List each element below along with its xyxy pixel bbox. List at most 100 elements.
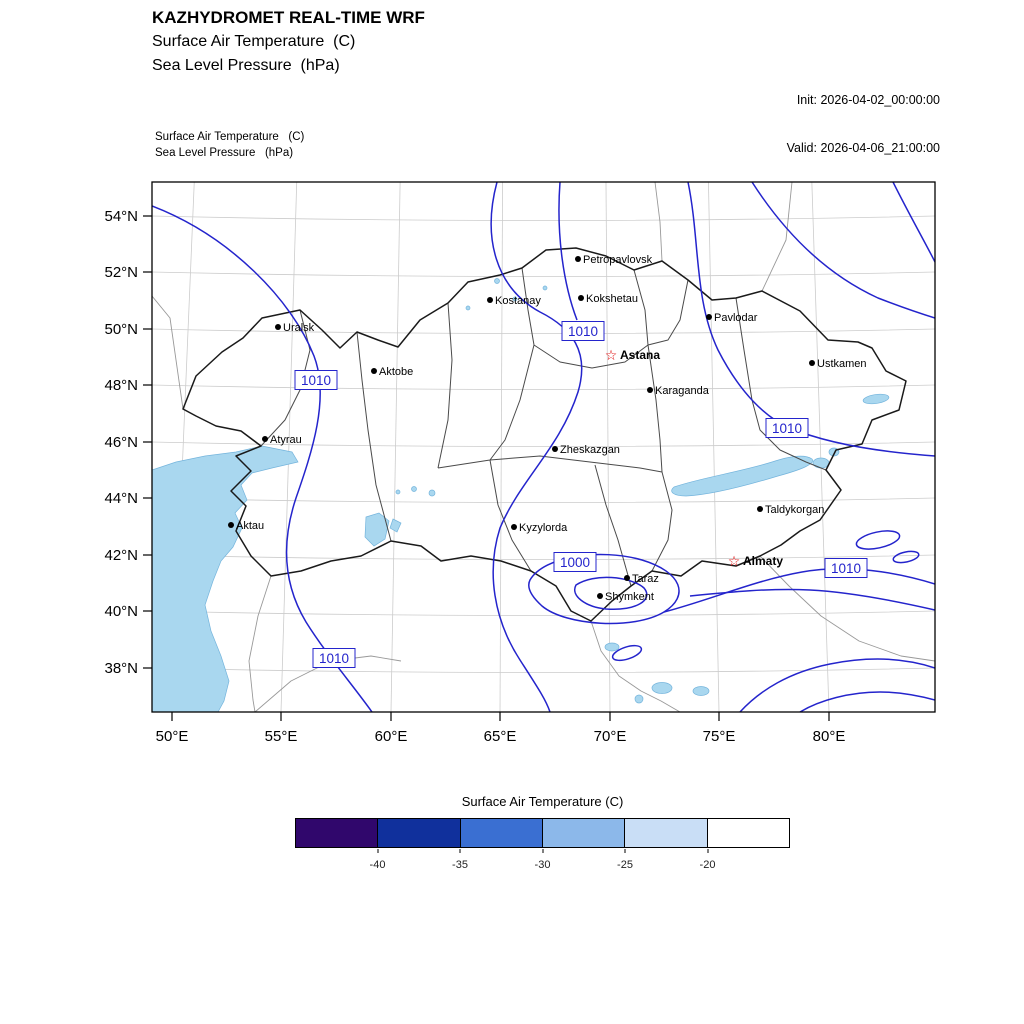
small-lake bbox=[692, 686, 710, 696]
city-label: Aktau bbox=[236, 520, 264, 532]
caspian-sea bbox=[152, 445, 299, 712]
valid-time: Valid: 2026-04-06_21:00:00 bbox=[786, 141, 940, 155]
small-lake bbox=[428, 489, 436, 497]
colorbar-tick-mark bbox=[542, 849, 543, 853]
isobar-value-box bbox=[553, 552, 597, 572]
colorbar-tick-mark bbox=[707, 849, 708, 853]
map-frame bbox=[151, 181, 936, 713]
colorbar-tick-label: -25 bbox=[617, 859, 633, 871]
city-dot bbox=[706, 314, 712, 320]
map-caption-pressure: Sea Level Pressure (hPa) bbox=[155, 147, 294, 159]
city-dot bbox=[487, 297, 493, 303]
isobar-low-contour bbox=[528, 553, 680, 625]
graticule-parallel bbox=[152, 497, 935, 503]
graticule-meridian bbox=[499, 182, 503, 712]
borders-layer bbox=[152, 182, 935, 712]
small-lake bbox=[604, 642, 620, 652]
city-dot bbox=[575, 256, 581, 262]
colorbar-segment bbox=[296, 819, 379, 847]
city-label: Kokshetau bbox=[586, 293, 638, 305]
city-dot bbox=[511, 524, 517, 530]
isobar-contour bbox=[558, 182, 578, 321]
lat-tick-label: 48°N bbox=[104, 377, 138, 394]
lat-tick-label: 44°N bbox=[104, 490, 138, 507]
isobar-value-box bbox=[294, 370, 338, 390]
graticule-parallel bbox=[152, 328, 935, 334]
small-lake bbox=[634, 694, 644, 704]
city-label: Karaganda bbox=[655, 385, 710, 397]
lat-tick-label: 40°N bbox=[104, 603, 138, 620]
isobar-value-label: 1010 bbox=[831, 561, 861, 576]
city-label: Taraz bbox=[632, 573, 659, 585]
city-label: Petropavlovsk bbox=[583, 254, 653, 266]
city-dot bbox=[597, 593, 603, 599]
colorbar-tick-mark bbox=[377, 849, 378, 853]
city-dot bbox=[228, 522, 234, 528]
isobar-value-box bbox=[765, 418, 809, 438]
graticule-parallel bbox=[152, 610, 935, 616]
graticule-meridian bbox=[280, 182, 298, 712]
lon-tick-label: 65°E bbox=[484, 728, 517, 745]
isobar-closed-contour bbox=[892, 550, 920, 564]
lat-tick-label: 54°N bbox=[104, 208, 138, 225]
city-label: Atyrau bbox=[270, 434, 302, 446]
graticule-meridian bbox=[390, 182, 401, 712]
lake-zaysan bbox=[862, 393, 890, 405]
graticule-parallel bbox=[152, 441, 935, 447]
capital-label: Almaty bbox=[743, 554, 783, 568]
graticule bbox=[152, 182, 935, 712]
page-subtitle-pressure: Sea Level Pressure (hPa) bbox=[152, 57, 340, 74]
isobar-contour bbox=[152, 205, 373, 712]
city-label: Shymkent bbox=[605, 591, 654, 603]
neighbor-country-borders bbox=[152, 182, 935, 712]
small-lakes bbox=[395, 278, 710, 704]
colorbar-tick-label: -40 bbox=[369, 859, 386, 871]
colorbar-tick-mark bbox=[459, 849, 461, 853]
colorbar-tick-label: -30 bbox=[534, 859, 551, 871]
colorbar-segment bbox=[707, 819, 789, 847]
small-lake bbox=[411, 486, 417, 492]
isobar-value-label: 1010 bbox=[301, 373, 331, 388]
page-subtitle-temperature: Surface Air Temperature (C) bbox=[152, 33, 356, 50]
isobar-value-label: 1000 bbox=[560, 555, 590, 570]
colorbar-tick-mark bbox=[624, 849, 626, 853]
colorbar-segment bbox=[542, 819, 626, 847]
city-dot bbox=[371, 368, 377, 374]
isobar-contour bbox=[799, 691, 935, 712]
isobar-value-label: 1010 bbox=[568, 324, 598, 339]
isobar-contour bbox=[663, 568, 935, 613]
capital-markers: ☆ Astana☆ Almaty bbox=[605, 348, 784, 570]
city-dot bbox=[262, 436, 268, 442]
isobar-contour bbox=[892, 182, 935, 263]
page-title: KAZHYDROMET REAL-TIME WRF bbox=[152, 8, 425, 27]
colorbar-title: Surface Air Temperature (C) bbox=[461, 794, 624, 809]
city-dot bbox=[809, 360, 815, 366]
city-label: Aktobe bbox=[379, 366, 413, 378]
city-dot bbox=[275, 324, 281, 330]
colorbar-tick-label: -20 bbox=[699, 859, 716, 871]
lon-tick-label: 75°E bbox=[703, 728, 736, 745]
small-lake bbox=[465, 305, 471, 311]
graticule-meridian bbox=[708, 182, 720, 712]
isobar-value-label: 1010 bbox=[319, 651, 349, 666]
city-markers: Petropavlovsk Kostanay Kokshetau Pavlodar Ur… bbox=[228, 254, 867, 603]
isobar-value-box bbox=[312, 648, 356, 668]
lat-tick-label: 42°N bbox=[104, 547, 138, 564]
isobar-contour bbox=[687, 182, 935, 457]
graticule-parallel bbox=[152, 667, 935, 673]
isobar-labels: 1010 1010 1010 1000 1010 1010 bbox=[294, 321, 868, 668]
city-dot bbox=[624, 575, 630, 581]
colorbar-segment bbox=[625, 819, 708, 847]
lat-tick-label: 50°N bbox=[104, 321, 138, 338]
lat-tick-label: 46°N bbox=[104, 434, 138, 451]
city-dot bbox=[647, 387, 653, 393]
map-caption-temperature: Surface Air Temperature (C) bbox=[155, 131, 305, 143]
colorbar bbox=[295, 818, 790, 848]
lat-tick-label: 38°N bbox=[104, 660, 138, 677]
city-label: Zheskazgan bbox=[560, 444, 620, 456]
city-label: Taldykorgan bbox=[765, 504, 824, 516]
isobar-low-contour bbox=[574, 576, 648, 610]
capital-star-icon: ☆ bbox=[605, 348, 618, 364]
